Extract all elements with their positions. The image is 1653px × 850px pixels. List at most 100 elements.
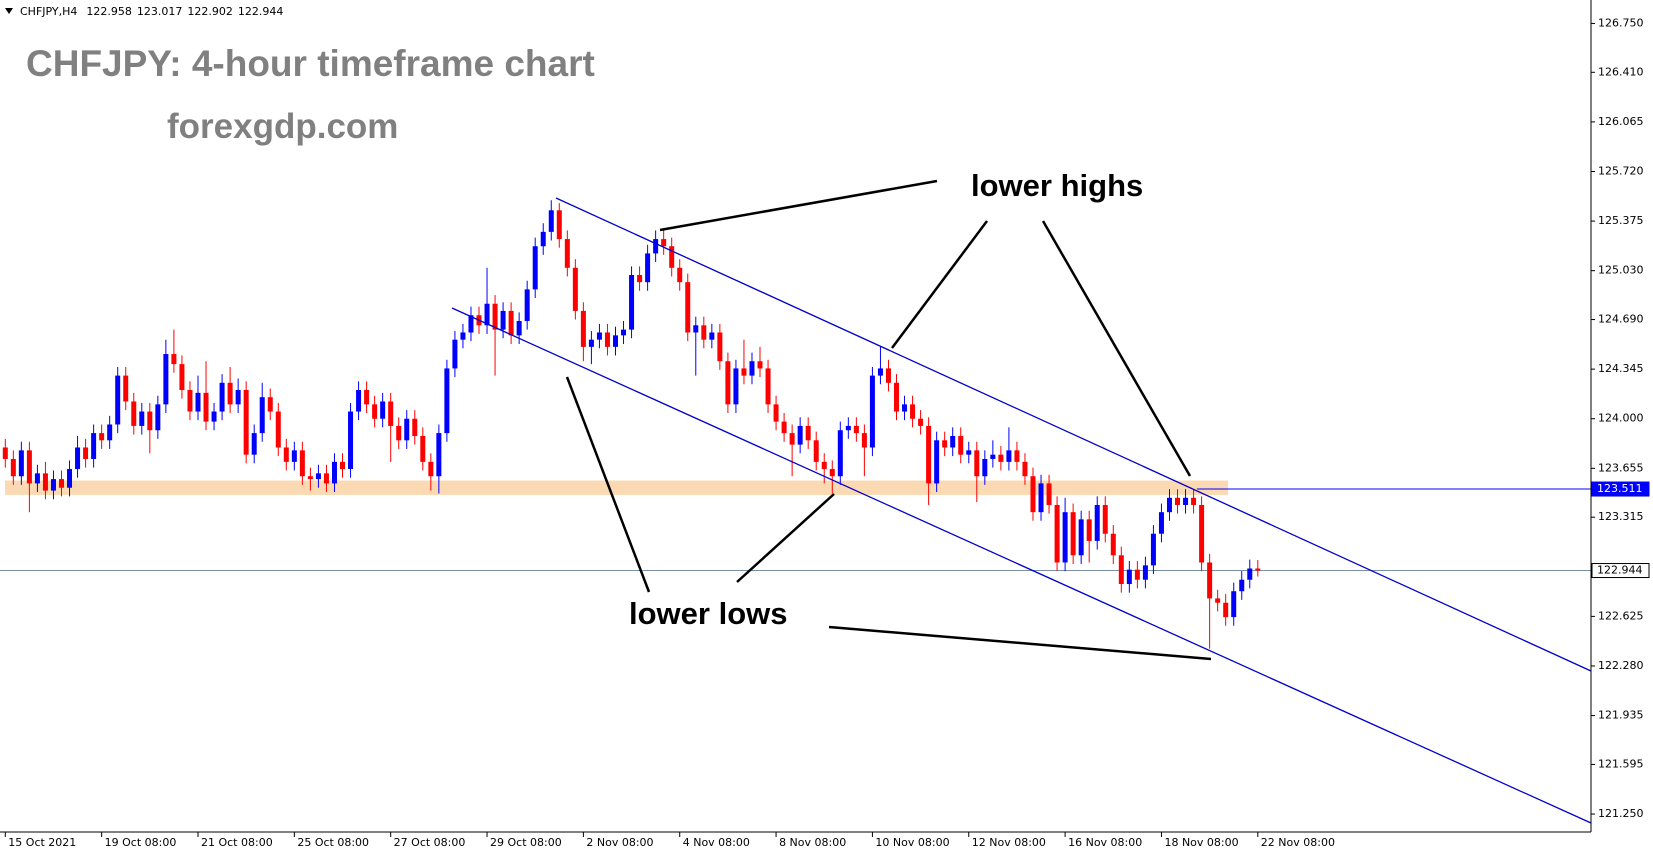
candle-body: [532, 246, 538, 290]
candle-body: [235, 389, 241, 405]
candle-body: [227, 382, 233, 405]
candle-body: [1183, 497, 1189, 505]
candle-body: [315, 473, 321, 480]
candle-body: [845, 425, 851, 431]
candle-body: [629, 274, 635, 330]
x-tick-label: 29 Oct 08:00: [490, 836, 562, 849]
candle-body: [83, 447, 89, 459]
y-tick-label: 123.315: [1598, 510, 1644, 523]
candle-body: [813, 440, 819, 462]
candle-body: [797, 425, 803, 445]
candle-body: [580, 310, 586, 347]
candle-body: [1223, 602, 1229, 618]
symbol: CHFJPY,H4: [20, 5, 77, 18]
candle-body: [701, 325, 707, 340]
candle-body: [75, 447, 81, 470]
y-tick-label: 124.000: [1598, 412, 1644, 425]
candle-body: [885, 368, 891, 383]
candle-body: [139, 411, 145, 426]
candle-body: [179, 364, 185, 390]
candle-body: [910, 404, 916, 419]
candle-body: [34, 473, 40, 484]
candle-body: [340, 461, 346, 470]
candle-body: [781, 421, 787, 434]
candle-body: [428, 461, 434, 477]
y-tick-label: 125.375: [1598, 214, 1644, 227]
price-label: 122.944: [1597, 564, 1643, 577]
candle-body: [902, 404, 908, 412]
candle-body: [572, 267, 578, 311]
candle-body: [50, 479, 56, 491]
candle-body: [468, 315, 474, 333]
y-tick-label: 121.935: [1598, 709, 1644, 722]
candle-body: [1086, 519, 1092, 541]
candle-body: [1215, 598, 1221, 603]
candle-body: [1247, 568, 1253, 580]
channel: [451, 197, 1592, 824]
candle-body: [861, 433, 867, 448]
candle-body: [460, 332, 466, 340]
x-tick-label: 22 Nov 08:00: [1261, 836, 1335, 849]
candle-body: [669, 246, 675, 268]
candle-body: [484, 303, 490, 326]
candle-body: [18, 450, 24, 477]
candle-body: [163, 354, 169, 405]
candle-body: [1199, 504, 1205, 563]
candle-body: [243, 389, 249, 455]
x-tick-label: 4 Nov 08:00: [683, 836, 750, 849]
candle-body: [1078, 519, 1084, 556]
y-tick-label: 126.410: [1598, 65, 1644, 78]
candle-body: [107, 424, 113, 441]
candle-body: [853, 425, 859, 434]
x-tick-label: 12 Nov 08:00: [972, 836, 1046, 849]
y-tick-label: 126.065: [1598, 115, 1644, 128]
candle-body: [1158, 512, 1164, 534]
y-tick-label: 124.345: [1598, 362, 1644, 375]
candle-body: [789, 433, 795, 445]
candle-body: [1054, 504, 1060, 563]
candle-body: [500, 310, 506, 330]
candle-body: [516, 320, 522, 336]
candle-body: [452, 339, 458, 369]
candle-body: [1094, 504, 1100, 541]
candle-body: [540, 231, 546, 247]
candle-body: [67, 469, 73, 488]
candle-body: [42, 473, 48, 491]
candle-body: [918, 418, 924, 426]
candle-body: [1207, 562, 1213, 599]
y-tick-label: 122.280: [1598, 659, 1644, 672]
candle-body: [637, 274, 643, 283]
candle-body: [10, 458, 16, 477]
candle-body: [171, 354, 177, 365]
candle-body: [548, 210, 554, 232]
candle-body: [653, 239, 659, 254]
candle-body: [717, 332, 723, 362]
header-close: 122.944: [238, 5, 284, 18]
price-label-box: [1591, 563, 1650, 579]
x-tick-label: 16 Nov 08:00: [1068, 836, 1142, 849]
candle-body: [283, 447, 289, 462]
candle-body: [564, 239, 570, 268]
y-tick-label: 126.750: [1598, 16, 1644, 29]
candle-body: [1175, 497, 1181, 505]
candle-body: [1231, 591, 1237, 618]
candle-body: [1046, 483, 1052, 505]
candle-body: [26, 450, 32, 484]
candle-body: [1118, 555, 1124, 585]
candle-body: [187, 389, 193, 412]
candle-body: [1102, 504, 1108, 534]
candle-body: [693, 325, 699, 333]
candle-body: [291, 450, 297, 462]
arrows: [565, 179, 1212, 661]
candle-body: [307, 476, 313, 480]
candle-body: [412, 418, 418, 436]
candle-body: [259, 397, 265, 434]
candle-body: [604, 332, 610, 347]
candle-body: [1038, 483, 1044, 513]
candle-body: [348, 411, 354, 470]
arrow: [565, 376, 651, 593]
candle-body: [524, 289, 530, 321]
candle-body: [436, 433, 442, 477]
candle-body: [733, 368, 739, 405]
y-tick-label: 121.595: [1598, 757, 1644, 770]
